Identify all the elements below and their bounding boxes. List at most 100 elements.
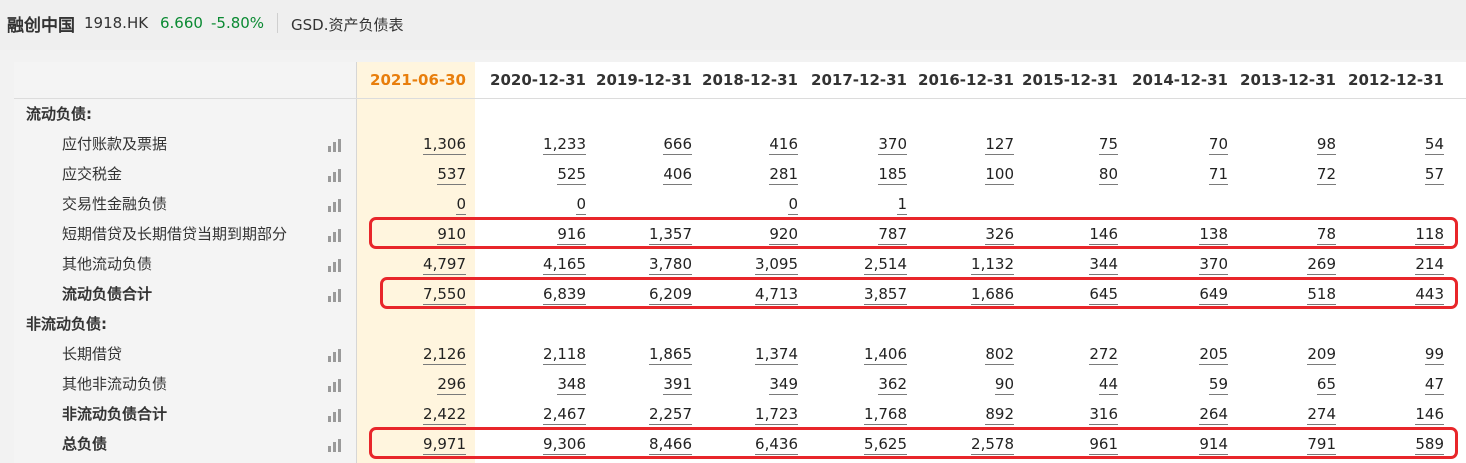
value-cell[interactable]: 316 (1014, 399, 1118, 429)
value-cell[interactable]: 344 (1014, 249, 1118, 279)
value-cell[interactable]: 645 (1014, 279, 1118, 309)
year-header-2019-12-31[interactable]: 2019-12-31 (596, 71, 692, 89)
value-cell[interactable]: 1,723 (694, 399, 798, 429)
value-cell[interactable]: 6,209 (588, 279, 692, 309)
bar-chart-icon[interactable] (328, 139, 344, 152)
value-cell[interactable]: 961 (1014, 429, 1118, 459)
value-cell[interactable]: 146 (1014, 219, 1118, 249)
value-cell[interactable]: 100 (910, 159, 1014, 189)
value-cell[interactable]: 281 (694, 159, 798, 189)
value-cell[interactable]: 44 (1014, 369, 1118, 399)
value-cell[interactable]: 1,406 (803, 339, 907, 369)
value-cell[interactable]: 892 (910, 399, 1014, 429)
value-cell[interactable]: 1,306 (362, 129, 466, 159)
value-cell[interactable]: 90 (910, 369, 1014, 399)
value-cell[interactable]: 70 (1124, 129, 1228, 159)
value-cell[interactable]: 99 (1340, 339, 1444, 369)
bar-chart-icon[interactable] (328, 259, 344, 272)
value-cell[interactable]: 75 (1014, 129, 1118, 159)
value-cell[interactable]: 214 (1340, 249, 1444, 279)
year-header-2017-12-31[interactable]: 2017-12-31 (811, 71, 907, 89)
bar-chart-icon[interactable] (328, 409, 344, 422)
value-cell[interactable]: 802 (910, 339, 1014, 369)
bar-chart-icon[interactable] (328, 199, 344, 212)
value-cell[interactable]: 416 (694, 129, 798, 159)
year-header-2020-12-31[interactable]: 2020-12-31 (490, 71, 586, 89)
value-cell[interactable]: 649 (1124, 279, 1228, 309)
value-cell[interactable]: 1,374 (694, 339, 798, 369)
value-cell[interactable]: 3,857 (803, 279, 907, 309)
value-cell[interactable]: 146 (1340, 399, 1444, 429)
value-cell[interactable]: 78 (1232, 219, 1336, 249)
value-cell[interactable]: 537 (362, 159, 466, 189)
value-cell[interactable]: 0 (694, 189, 798, 219)
bar-chart-icon[interactable] (328, 439, 344, 452)
year-header-2013-12-31[interactable]: 2013-12-31 (1240, 71, 1336, 89)
value-cell[interactable]: 274 (1232, 399, 1336, 429)
value-cell[interactable]: 791 (1232, 429, 1336, 459)
year-header-2018-12-31[interactable]: 2018-12-31 (702, 71, 798, 89)
value-cell[interactable]: 8,466 (588, 429, 692, 459)
year-header-2012-12-31[interactable]: 2012-12-31 (1348, 71, 1444, 89)
value-cell[interactable]: 349 (694, 369, 798, 399)
value-cell[interactable]: 518 (1232, 279, 1336, 309)
value-cell[interactable]: 1,357 (588, 219, 692, 249)
value-cell[interactable]: 72 (1232, 159, 1336, 189)
year-header-2015-12-31[interactable]: 2015-12-31 (1022, 71, 1118, 89)
value-cell[interactable]: 65 (1232, 369, 1336, 399)
value-cell[interactable]: 9,306 (482, 429, 586, 459)
value-cell[interactable]: 1,768 (803, 399, 907, 429)
value-cell[interactable]: 296 (362, 369, 466, 399)
value-cell[interactable]: 914 (1124, 429, 1228, 459)
value-cell[interactable]: 2,578 (910, 429, 1014, 459)
value-cell[interactable]: 2,514 (803, 249, 907, 279)
value-cell[interactable]: 205 (1124, 339, 1228, 369)
value-cell[interactable]: 185 (803, 159, 907, 189)
year-header-2021-06-30[interactable]: 2021-06-30 (370, 71, 466, 89)
value-cell[interactable]: 4,165 (482, 249, 586, 279)
value-cell[interactable]: 362 (803, 369, 907, 399)
value-cell[interactable]: 269 (1232, 249, 1336, 279)
value-cell[interactable]: 3,095 (694, 249, 798, 279)
value-cell[interactable]: 47 (1340, 369, 1444, 399)
value-cell[interactable]: 666 (588, 129, 692, 159)
value-cell[interactable]: 264 (1124, 399, 1228, 429)
value-cell[interactable]: 1,686 (910, 279, 1014, 309)
value-cell[interactable]: 5,625 (803, 429, 907, 459)
value-cell[interactable]: 7,550 (362, 279, 466, 309)
value-cell[interactable]: 348 (482, 369, 586, 399)
value-cell[interactable]: 2,467 (482, 399, 586, 429)
value-cell[interactable]: 910 (362, 219, 466, 249)
value-cell[interactable]: 2,126 (362, 339, 466, 369)
value-cell[interactable]: 589 (1340, 429, 1444, 459)
value-cell[interactable]: 787 (803, 219, 907, 249)
value-cell[interactable]: 370 (803, 129, 907, 159)
value-cell[interactable]: 3,780 (588, 249, 692, 279)
value-cell[interactable]: 59 (1124, 369, 1228, 399)
value-cell[interactable]: 4,797 (362, 249, 466, 279)
value-cell[interactable]: 6,436 (694, 429, 798, 459)
value-cell[interactable]: 326 (910, 219, 1014, 249)
value-cell[interactable]: 54 (1340, 129, 1444, 159)
bar-chart-icon[interactable] (328, 349, 344, 362)
value-cell[interactable]: 127 (910, 129, 1014, 159)
value-cell[interactable]: 1 (803, 189, 907, 219)
value-cell[interactable]: 6,839 (482, 279, 586, 309)
value-cell[interactable]: 57 (1340, 159, 1444, 189)
value-cell[interactable]: 118 (1340, 219, 1444, 249)
bar-chart-icon[interactable] (328, 229, 344, 242)
value-cell[interactable]: 1,233 (482, 129, 586, 159)
value-cell[interactable]: 1,865 (588, 339, 692, 369)
value-cell[interactable]: 98 (1232, 129, 1336, 159)
value-cell[interactable]: 272 (1014, 339, 1118, 369)
bar-chart-icon[interactable] (328, 379, 344, 392)
value-cell[interactable]: 1,132 (910, 249, 1014, 279)
value-cell[interactable]: 4,713 (694, 279, 798, 309)
value-cell[interactable]: 0 (362, 189, 466, 219)
value-cell[interactable]: 209 (1232, 339, 1336, 369)
value-cell[interactable]: 525 (482, 159, 586, 189)
value-cell[interactable]: 443 (1340, 279, 1444, 309)
value-cell[interactable]: 391 (588, 369, 692, 399)
company-name[interactable]: 融创中国 (7, 16, 75, 36)
value-cell[interactable]: 80 (1014, 159, 1118, 189)
